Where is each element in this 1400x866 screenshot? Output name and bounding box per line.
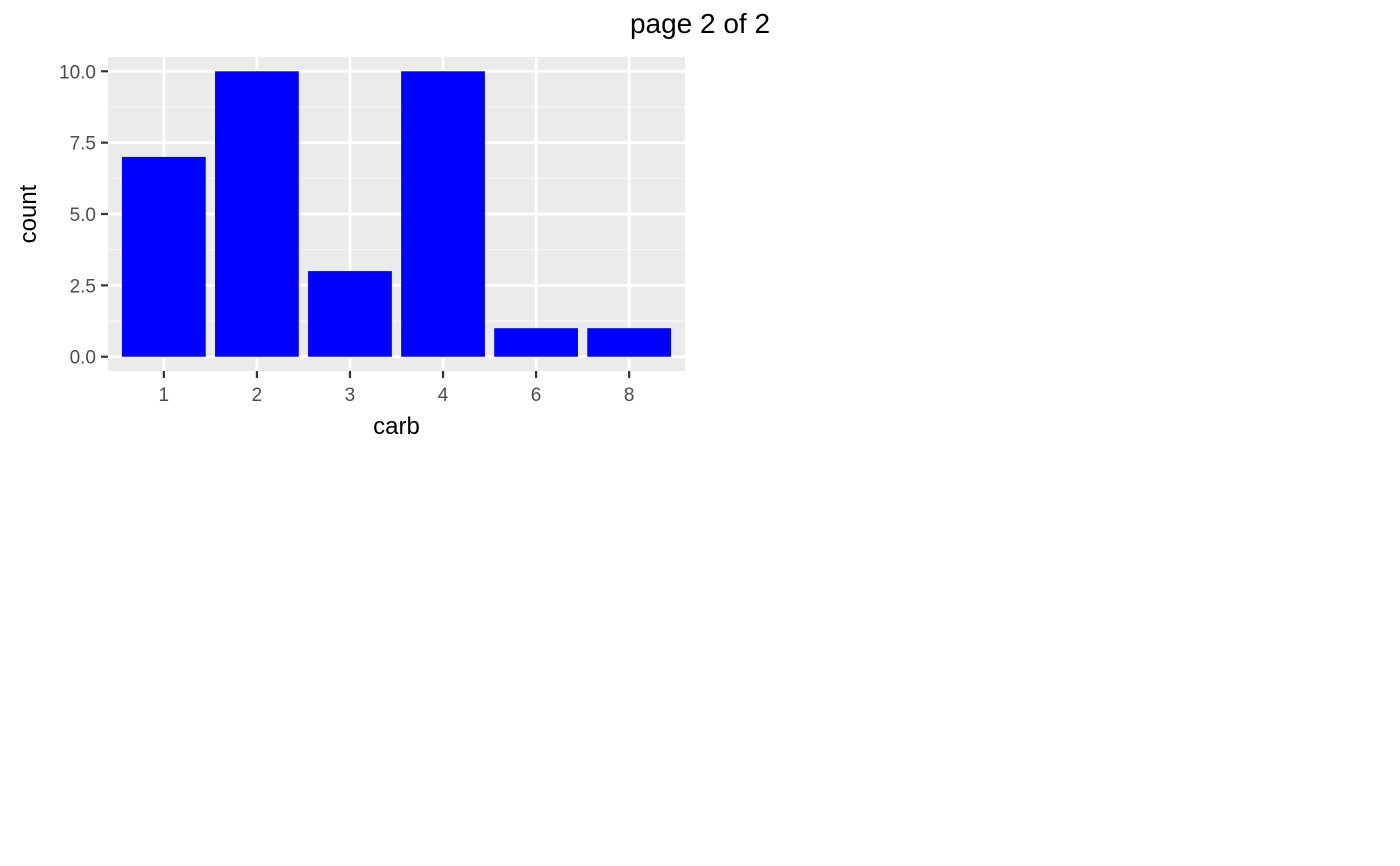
x-tick-label: 4 <box>438 385 449 406</box>
y-axis-title: count <box>15 184 42 243</box>
bar-carb-3 <box>308 271 392 357</box>
x-tick-label: 2 <box>252 385 263 406</box>
bars <box>121 71 672 357</box>
x-tick-label: 8 <box>624 385 635 406</box>
y-axis: 0.0 2.5 5.0 7.5 10.0 <box>59 62 108 369</box>
y-tick-label: 2.5 <box>70 276 96 297</box>
x-axis-title: carb <box>373 413 420 440</box>
y-tick-label: 5.0 <box>70 205 96 226</box>
x-tick-label: 6 <box>531 385 542 406</box>
bar-carb-4 <box>401 71 485 357</box>
bar-carb-1 <box>121 156 206 357</box>
bar-carb-8 <box>587 328 672 357</box>
bar-carb-2 <box>215 71 299 357</box>
x-tick-label: 3 <box>345 385 356 406</box>
y-tick-label: 0.0 <box>70 348 96 369</box>
x-axis: 1 2 3 4 6 8 <box>159 371 635 406</box>
bar-carb-6 <box>494 328 578 357</box>
x-tick-label: 1 <box>159 385 170 406</box>
y-tick-label: 7.5 <box>70 134 96 155</box>
page-title: page 2 of 2 <box>630 8 770 39</box>
y-tick-label: 10.0 <box>59 62 96 83</box>
